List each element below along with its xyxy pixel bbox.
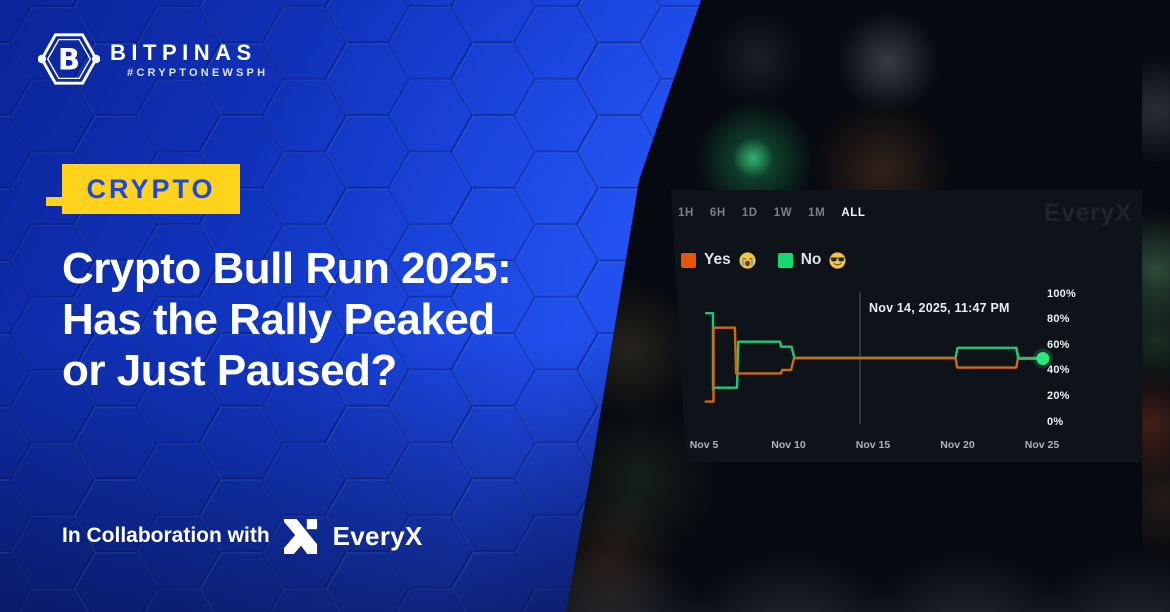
legend-label-no: No — [800, 251, 822, 268]
bokeh-gray-top2 — [710, 10, 806, 106]
cool-face-emoji — [829, 251, 846, 269]
y-tick-40: 40% — [1047, 364, 1070, 377]
svg-text:B: B — [58, 43, 80, 77]
y-tick-100: 100% — [1047, 287, 1076, 300]
x-tick-nov-20: Nov 20 — [940, 439, 975, 451]
collaboration-text: In Collaboration with — [62, 524, 270, 547]
headline-line-2: Has the Rally Peaked — [62, 295, 495, 344]
crying-face-emoji — [739, 251, 756, 269]
timeframe-all[interactable]: ALL — [841, 207, 866, 219]
legend-swatch-no — [777, 252, 793, 268]
y-tick-60: 60% — [1047, 338, 1070, 351]
collaboration-row: In Collaboration with EveryX — [62, 517, 423, 555]
timeframe-1h[interactable]: 1H — [678, 207, 694, 219]
headline-line-1: Crypto Bull Run 2025: — [62, 244, 512, 293]
y-tick-80: 80% — [1047, 313, 1070, 326]
headline: Crypto Bull Run 2025: Has the Rally Peak… — [62, 243, 622, 396]
timeframe-6h[interactable]: 6H — [709, 207, 726, 219]
x-tick-nov-25: Nov 25 — [1024, 439, 1060, 451]
strip-brown — [1142, 440, 1170, 560]
x-tick-nov-10: Nov 10 — [771, 439, 806, 451]
legend-swatch-yes — [681, 252, 696, 268]
legend-item-no[interactable]: No — [777, 251, 847, 269]
strip-green — [1142, 210, 1170, 330]
timeframe-1w[interactable]: 1W — [773, 207, 793, 219]
chart-legend: Yes No — [681, 251, 846, 269]
brand-tagline: #CRYPTONEWSPH — [127, 67, 269, 79]
badge-accent-sliver — [46, 197, 63, 206]
right-edge-bokeh-strip — [1142, 0, 1170, 612]
category-badge: CRYPTO — [62, 164, 240, 214]
strip-red — [1142, 370, 1170, 480]
brand-name: BITPINAS — [110, 40, 257, 65]
everyx-logo-icon — [283, 518, 317, 554]
timeframe-selector: 1H 6H 1D 1W 1M ALL — [678, 207, 866, 219]
legend-label-yes: Yes — [704, 251, 731, 268]
bokeh-gray-top — [836, 10, 940, 114]
strip-gray — [1142, 55, 1170, 165]
x-tick-nov-15: Nov 15 — [855, 439, 891, 451]
category-badge-label: CRYPTO — [86, 173, 216, 204]
timeframe-1d[interactable]: 1D — [741, 207, 758, 219]
x-tick-nov-5: Nov 5 — [689, 439, 719, 451]
y-tick-0: 0% — [1047, 415, 1064, 428]
strip-darkgreen — [1142, 290, 1170, 390]
collaboration-partner-name: EveryX — [332, 520, 423, 551]
legend-item-yes[interactable]: Yes — [681, 251, 756, 269]
y-tick-20: 20% — [1047, 389, 1070, 402]
bottom-glow-2 — [663, 550, 923, 612]
everyx-watermark: EveryX — [1044, 199, 1132, 227]
headline-line-3: or Just Paused? — [62, 346, 397, 395]
timeframe-1m[interactable]: 1M — [808, 207, 826, 219]
bokeh-green-core — [733, 138, 773, 178]
crosshair-tooltip: Nov 14, 2025, 11:47 PM — [869, 301, 1010, 315]
everyx-chart-panel — [671, 190, 1142, 462]
bottom-glow-3 — [838, 550, 1098, 612]
bitpinas-logo-icon: B — [38, 33, 100, 85]
